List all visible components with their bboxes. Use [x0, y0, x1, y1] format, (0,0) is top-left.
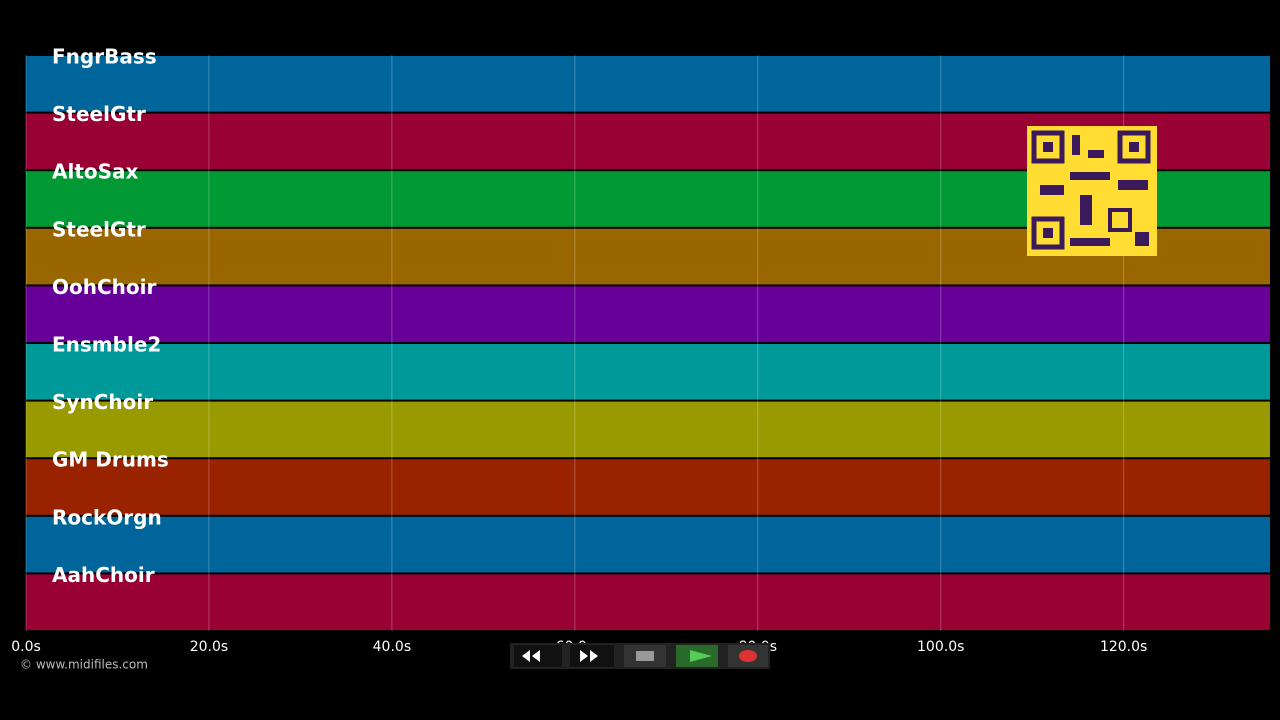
controls	[510, 643, 770, 669]
footer: © www.midifiles.com	[20, 658, 148, 672]
track-lane	[26, 459, 1270, 515]
track-lane	[26, 516, 1270, 573]
track-name: FngrBass	[52, 45, 157, 69]
tick-label: 0.0s	[11, 639, 41, 655]
tick-label: 120.0s	[1100, 639, 1147, 655]
qr-code	[1027, 126, 1157, 256]
record-button[interactable]	[728, 645, 768, 667]
track-name: AahChoir	[52, 563, 155, 587]
track-name: Ensmble2	[52, 333, 161, 357]
track-name: OohChoir	[52, 275, 156, 299]
stop-button[interactable]	[624, 645, 666, 667]
track-name: SynChoir	[52, 390, 153, 414]
track-lane	[26, 56, 1270, 112]
track-lane	[26, 344, 1270, 400]
labels: FngrBass SteelGtr AltoSax SteelGtr OohChoir E…	[52, 45, 169, 587]
track-name: AltoSax	[52, 160, 139, 184]
tick-label: 40.0s	[373, 639, 411, 655]
track-name: SteelGtr	[52, 102, 146, 126]
tick-label: 100.0s	[917, 639, 964, 655]
track-name: RockOrgn	[52, 505, 162, 529]
play-button[interactable]	[676, 645, 718, 667]
grid	[25, 55, 1125, 631]
track-name: GM Drums	[52, 448, 169, 472]
rewind-button[interactable]	[514, 645, 562, 667]
track-name: SteelGtr	[52, 217, 146, 241]
tick-label: 20.0s	[190, 639, 228, 655]
forward-button[interactable]	[570, 645, 614, 667]
track-lane	[26, 286, 1270, 342]
track-lane	[26, 401, 1270, 458]
track-lane	[26, 574, 1270, 630]
